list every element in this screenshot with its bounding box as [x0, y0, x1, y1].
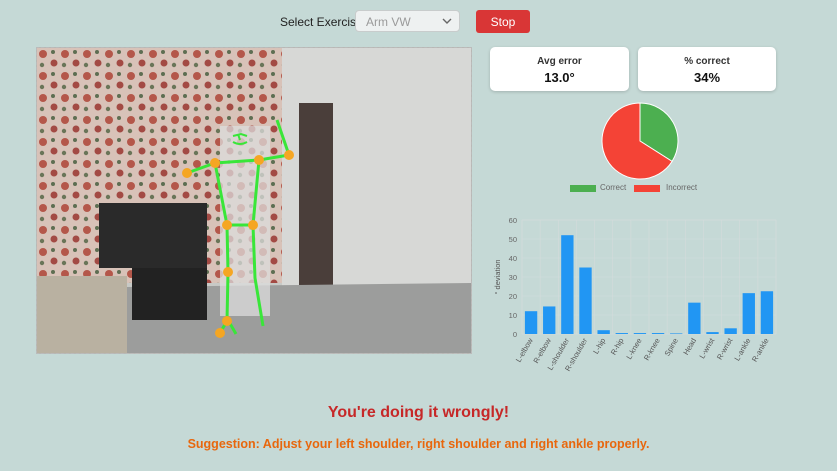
- y-tick-label: 10: [509, 311, 517, 320]
- bar-l-elbow: [524, 311, 538, 334]
- avg-error-value: 13.0°: [544, 70, 575, 85]
- exercise-select-value: Arm VW: [366, 15, 411, 29]
- camera-feed: [36, 47, 472, 354]
- exercise-select[interactable]: Arm VW: [355, 10, 460, 32]
- face-mesh: [232, 132, 248, 145]
- y-axis-label: ° deviation: [493, 259, 502, 294]
- pie-slice-incorrect: [601, 102, 673, 180]
- select-exercise-label: Select Exercise:: [280, 15, 367, 29]
- legend-swatch-incorrect: [634, 185, 660, 192]
- exercise-controls: Select Exercise: Arm VW Stop: [0, 10, 837, 34]
- x-tick-label: Spine: [663, 337, 680, 358]
- bar-l-shoulder: [561, 235, 574, 334]
- bar-l-ankle: [742, 293, 755, 334]
- bar-r-ankle: [760, 291, 774, 334]
- stop-button[interactable]: Stop: [476, 10, 530, 33]
- pose-skeleton: [186, 119, 291, 335]
- y-tick-label: 30: [509, 273, 517, 282]
- x-tick-label: L-hip: [591, 337, 607, 356]
- y-tick-label: 50: [509, 235, 517, 244]
- x-tick-label: R-hip: [609, 337, 626, 357]
- y-tick-label: 40: [509, 254, 517, 263]
- door: [299, 103, 333, 293]
- pie-legend: Correct Incorrect: [570, 183, 710, 195]
- camera-scene: [37, 48, 471, 353]
- television: [99, 203, 207, 268]
- legend-label-incorrect: Incorrect: [666, 183, 698, 192]
- x-tick-label: Head: [681, 337, 698, 357]
- legend-swatch-correct: [570, 185, 596, 192]
- tv-stand: [132, 268, 207, 320]
- sofa: [37, 276, 127, 353]
- chevron-down-icon: [442, 18, 452, 24]
- bar-r-hip: [615, 333, 628, 334]
- bar-r-wrist: [724, 328, 737, 334]
- bar-l-wrist: [706, 332, 719, 334]
- y-tick-label: 20: [509, 292, 517, 301]
- legend-label-correct: Correct: [600, 183, 627, 192]
- x-tick-label: R-knee: [642, 337, 662, 362]
- x-tick-label: R-ankle: [750, 337, 771, 364]
- avg-error-title: Avg error: [537, 56, 582, 67]
- x-tick-label: L-knee: [624, 337, 643, 361]
- y-tick-label: 0: [513, 330, 517, 339]
- bar-head: [688, 302, 701, 334]
- bar-l-knee: [633, 333, 647, 334]
- avg-error-card: Avg error 13.0°: [490, 47, 629, 91]
- pose-joints: [182, 150, 294, 338]
- bar-l-hip: [597, 330, 610, 334]
- bar-spine: [670, 333, 683, 335]
- deviation-bar-chart: 0102030405060L-elbowR-elbowL-shoulderR-s…: [493, 216, 777, 372]
- y-tick-label: 60: [509, 216, 517, 225]
- percent-correct-card: % correct 34%: [638, 47, 776, 91]
- x-tick-label: L-wrist: [697, 336, 716, 360]
- correctness-pie-chart: [601, 102, 679, 180]
- bar-r-knee: [651, 333, 665, 334]
- feedback-suggestion: Suggestion: Adjust your left shoulder, r…: [187, 437, 650, 451]
- bar-r-shoulder: [579, 267, 592, 334]
- percent-correct-value: 34%: [693, 70, 721, 85]
- feedback-status: You're doing it wrongly!: [327, 404, 510, 421]
- bar-r-elbow: [543, 306, 556, 334]
- percent-correct-title: % correct: [684, 56, 730, 67]
